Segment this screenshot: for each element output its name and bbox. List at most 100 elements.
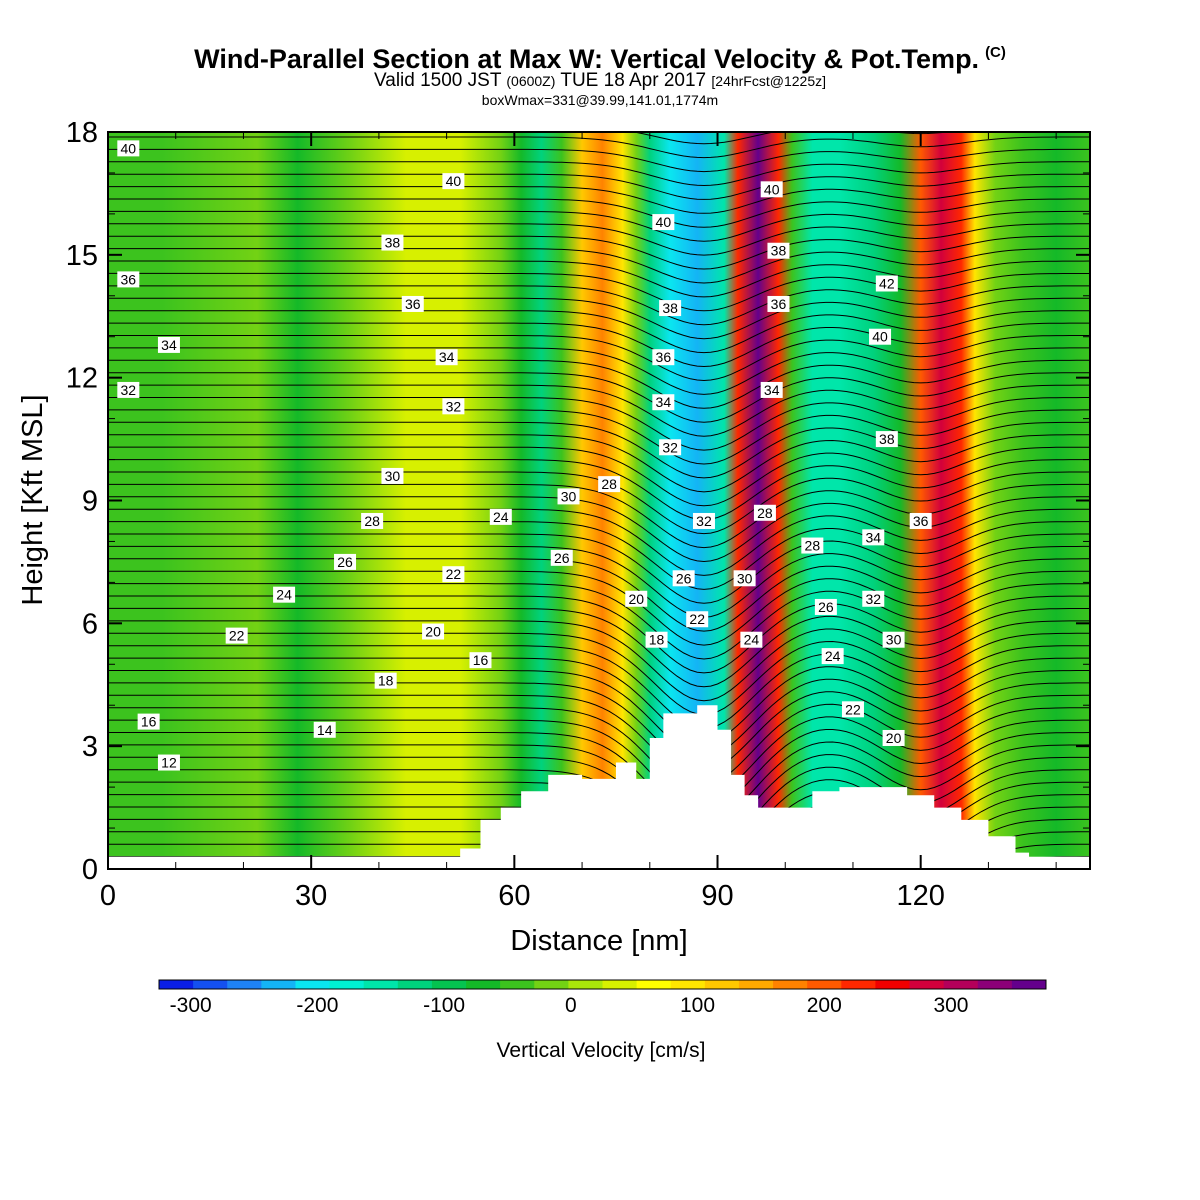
theta-contour-line	[108, 38, 1090, 47]
contour-label: 26	[337, 554, 353, 570]
colorbar-swatch	[432, 980, 467, 989]
contour-label: 28	[601, 476, 617, 492]
contour-label: 36	[771, 296, 787, 312]
y-tick-label: 15	[66, 240, 98, 272]
contour-label: 34	[161, 337, 177, 353]
contour-label: 32	[696, 513, 712, 529]
y-tick-label: 9	[82, 486, 98, 518]
colorbar-tick-label: -200	[296, 994, 338, 1017]
contour-label: 36	[121, 271, 137, 287]
colorbar-swatch	[671, 980, 706, 989]
colorbar-swatch	[466, 980, 501, 989]
colorbar-swatch	[978, 980, 1013, 989]
contour-label: 34	[439, 349, 455, 365]
contour-label: 16	[141, 714, 157, 730]
contour-label: 40	[764, 181, 780, 197]
x-tick-label: 120	[896, 880, 944, 912]
ground-strip	[108, 857, 1090, 869]
contour-label: 20	[628, 591, 644, 607]
colorbar-swatch	[227, 980, 262, 989]
contour-label: 32	[446, 398, 462, 414]
colorbar-title: Vertical Velocity [cm/s]	[497, 1039, 706, 1062]
contour-label: 18	[649, 632, 665, 648]
contour-label: 36	[913, 513, 929, 529]
contour-label: 38	[879, 431, 895, 447]
x-tick-label: 0	[100, 880, 116, 912]
x-tick-label: 30	[295, 880, 327, 912]
x-tick-label: 90	[701, 880, 733, 912]
contour-label: 28	[757, 505, 773, 521]
colorbar-swatch	[568, 980, 603, 989]
contour-label: 24	[493, 509, 509, 525]
colorbar-swatch	[739, 980, 774, 989]
colorbar-swatch	[1012, 980, 1047, 989]
colorbar: -300 -200 -100 0 100 200 300	[159, 980, 1047, 1017]
contour-label: 40	[446, 173, 462, 189]
contour-label: 34	[656, 394, 672, 410]
colorbar-swatch	[773, 980, 808, 989]
colorbar-swatch	[637, 980, 672, 989]
contour-label: 34	[865, 529, 881, 545]
colorbar-tick-label: -100	[423, 994, 465, 1017]
colorbar-swatch	[875, 980, 910, 989]
colorbar-swatch	[261, 980, 296, 989]
contour-label: 26	[818, 599, 834, 615]
contour-label: 38	[385, 235, 401, 251]
colorbar-tick-label: -300	[170, 994, 212, 1017]
contour-label: 22	[229, 628, 245, 644]
y-axis-title: Height [Kft MSL]	[17, 394, 49, 605]
y-tick-label: 18	[66, 117, 98, 149]
contour-label: 20	[425, 624, 441, 640]
contour-label: 30	[385, 468, 401, 484]
y-tick-label: 12	[66, 363, 98, 395]
colorbar-tick-label: 100	[680, 994, 715, 1017]
y-tick-label: 6	[82, 608, 98, 640]
colorbar-swatch	[603, 980, 638, 989]
contour-label: 40	[656, 214, 672, 230]
colorbar-swatch	[295, 980, 330, 989]
contour-label: 26	[676, 570, 692, 586]
contour-label: 30	[737, 570, 753, 586]
y-tick-label: 0	[82, 854, 98, 886]
contour-label: 20	[886, 730, 902, 746]
theta-contour-line	[108, 50, 1090, 60]
colorbar-swatch	[500, 980, 535, 989]
contour-label: 22	[689, 611, 705, 627]
contour-label: 36	[656, 349, 672, 365]
x-axis-title: Distance [nm]	[510, 925, 687, 957]
contour-label: 12	[161, 755, 177, 771]
cross-section-chart: 4040383636343432323028262422222018161614…	[0, 0, 1200, 1200]
contour-label: 42	[879, 275, 895, 291]
colorbar-swatch	[534, 980, 569, 989]
contour-label: 32	[662, 439, 678, 455]
vertical-velocity-field	[108, 132, 1090, 869]
colorbar-tick-label: 200	[807, 994, 842, 1017]
theta-contour-line	[108, 25, 1090, 32]
colorbar-swatch	[398, 980, 433, 989]
contour-label: 38	[662, 300, 678, 316]
contour-label: 32	[121, 382, 137, 398]
theta-contour-line	[108, 63, 1090, 75]
theta-contour-line	[108, 87, 1090, 102]
theta-contour-line	[108, 75, 1090, 88]
contour-label: 22	[845, 701, 861, 717]
colorbar-swatch	[364, 980, 399, 989]
colorbar-swatch	[705, 980, 740, 989]
contour-label: 36	[405, 296, 421, 312]
theta-contour-line	[108, 112, 1090, 130]
colorbar-swatch	[910, 980, 945, 989]
colorbar-swatch	[159, 980, 194, 989]
colorbar-swatch	[807, 980, 842, 989]
colorbar-swatch	[193, 980, 228, 989]
contour-label: 40	[872, 329, 888, 345]
x-tick-label: 60	[498, 880, 530, 912]
colorbar-tick-label: 300	[933, 994, 968, 1017]
contour-label: 30	[886, 632, 902, 648]
colorbar-swatch	[944, 980, 979, 989]
contour-label: 28	[364, 513, 380, 529]
contour-label: 34	[764, 382, 780, 398]
contour-label: 28	[805, 538, 821, 554]
contour-label: 26	[554, 550, 570, 566]
contour-label: 24	[744, 632, 760, 648]
y-tick-label: 3	[82, 731, 98, 763]
